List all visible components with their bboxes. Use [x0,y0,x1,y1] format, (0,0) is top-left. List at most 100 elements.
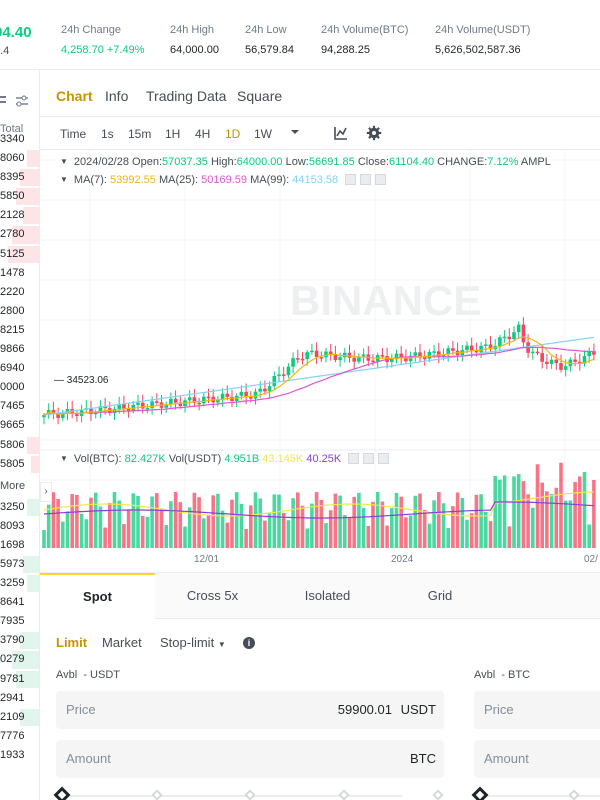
bid-row[interactable]: 1933 [0,746,39,765]
ask-total: 5850 [0,190,25,203]
bid-row[interactable]: 2941 [0,689,39,708]
volume-bar [169,501,173,548]
sell-amount-input[interactable]: Amount [474,740,600,778]
interval-15m[interactable]: 15m [128,127,152,141]
bid-row[interactable]: 7776 [0,727,39,746]
ask-row[interactable]: 8395 [0,168,39,187]
ask-row[interactable]: 5125 [0,245,39,264]
trade-tab-spot[interactable]: Spot [40,573,155,619]
ask-row[interactable]: 5850 [0,187,39,206]
bid-row[interactable]: 1698 [0,536,39,555]
sell-price-input[interactable]: Price [474,691,600,729]
interval-1d[interactable]: 1D [225,127,241,141]
bid-row[interactable]: 9781 [0,670,39,689]
ask-total: 2800 [0,304,25,317]
chevron-right-icon[interactable]: › [40,482,52,502]
close-icon[interactable] [375,174,387,185]
interval-1s[interactable]: 1s [101,127,114,141]
gear-icon[interactable] [366,125,382,144]
sell-available: Avbl - BTC [474,669,530,681]
time-button[interactable]: Time [60,127,87,141]
volume-bar [42,530,46,548]
buy-amount-slider[interactable] [53,786,444,800]
info-icon[interactable]: i [243,637,255,649]
bid-row[interactable]: 3250 [0,498,39,517]
collapse-caret-icon[interactable]: ▼ [60,175,68,184]
collapse-caret-icon[interactable]: ▼ [60,157,68,166]
ask-row[interactable]: 7465 [0,397,39,416]
candle [549,359,554,365]
volume-bar [98,506,103,548]
ask-total: 3340 [0,133,25,145]
close-icon[interactable] [378,453,390,464]
interval-1h[interactable]: 1H [165,127,181,141]
ma25-line [43,346,594,416]
candle [516,324,521,333]
bid-row[interactable]: 0279 [0,650,39,669]
bid-row[interactable]: 5973 [0,555,39,574]
ask-row[interactable]: 8060 [0,149,39,168]
ask-row[interactable]: 1478 [0,264,39,283]
ask-row[interactable]: 6940 [0,359,39,378]
ask-row[interactable]: 2128 [0,206,39,225]
bid-row[interactable]: 3259 [0,574,39,593]
volume-bar [112,492,117,548]
interval-1w[interactable]: 1W [254,127,272,141]
tab-square[interactable]: Square [237,88,283,104]
ask-row[interactable]: 8215 [0,321,39,340]
ask-row[interactable]: 5805 [0,455,39,474]
volume-bar [531,507,535,548]
volume-bar [441,503,446,548]
tab-trading-data[interactable]: Trading Data [146,88,227,104]
interval-4h[interactable]: 4H [195,127,211,141]
trade-tab-isolated[interactable]: Isolated [304,588,351,603]
stat-value: 64,000.00 [170,44,219,56]
price-chart[interactable]: BINANCE ▼ 2024/02/28 Open:57037.35 High:6… [40,150,600,570]
ask-row[interactable]: 2780 [0,225,39,244]
bid-row[interactable]: 3790 [0,631,39,650]
sell-amount-slider[interactable] [471,786,600,800]
visibility-icon[interactable] [348,453,360,464]
x-axis-label-1201: 12/01 [194,554,220,565]
ask-row[interactable]: 5806 [0,436,39,455]
tab-chart[interactable]: Chart [56,88,93,104]
visibility-icon[interactable] [345,174,357,185]
order-type-stop-limit[interactable]: Stop-limit ▼ [160,635,226,650]
volume-bar [498,479,502,548]
collapse-caret-icon[interactable]: ▼ [60,454,68,463]
bid-row[interactable]: 7935 [0,612,39,631]
candle [427,351,432,359]
order-book-more-link[interactable]: More [0,479,26,492]
order-type-limit[interactable]: Limit [56,635,88,650]
buy-amount-input[interactable]: Amount BTC [56,740,444,778]
chart-indicator-icon[interactable] [333,125,349,144]
volume-bar [202,518,206,548]
bid-row[interactable]: 8093 [0,517,39,536]
trade-tab-grid[interactable]: Grid [427,588,453,603]
ask-row[interactable]: 3340 [0,130,39,149]
bid-row[interactable]: 2109 [0,708,39,727]
volume-bar [192,492,197,548]
chevron-down-icon[interactable] [290,126,300,140]
volume-legend: ▼ Vol(BTC): 82.427K Vol(USDT) 4.951B 43.1… [60,453,390,465]
ask-row[interactable]: 9866 [0,340,39,359]
ask-row[interactable]: 2220 [0,283,39,302]
stat-value: 4,258.70 +7.49% [61,44,145,56]
volume-bar [216,493,220,548]
order-book-layout-icon[interactable] [0,94,38,111]
ask-row[interactable]: 2800 [0,302,39,321]
ask-row[interactable]: 0000 [0,378,39,397]
candle [535,351,540,354]
settings-icon[interactable] [363,453,375,464]
bid-total: 3790 [0,634,25,647]
trade-tab-cross[interactable]: Cross 5x [186,588,239,603]
buy-price-input[interactable]: Price 59900.01 USDT [56,691,444,729]
settings-icon[interactable] [360,174,372,185]
volume-bar [587,524,591,548]
candle [512,332,516,340]
bid-row[interactable]: 8641 [0,593,39,612]
order-type-market[interactable]: Market [102,635,142,650]
ask-row[interactable]: 9665 [0,416,39,435]
volume-bar [404,517,408,548]
tab-info[interactable]: Info [105,88,129,104]
